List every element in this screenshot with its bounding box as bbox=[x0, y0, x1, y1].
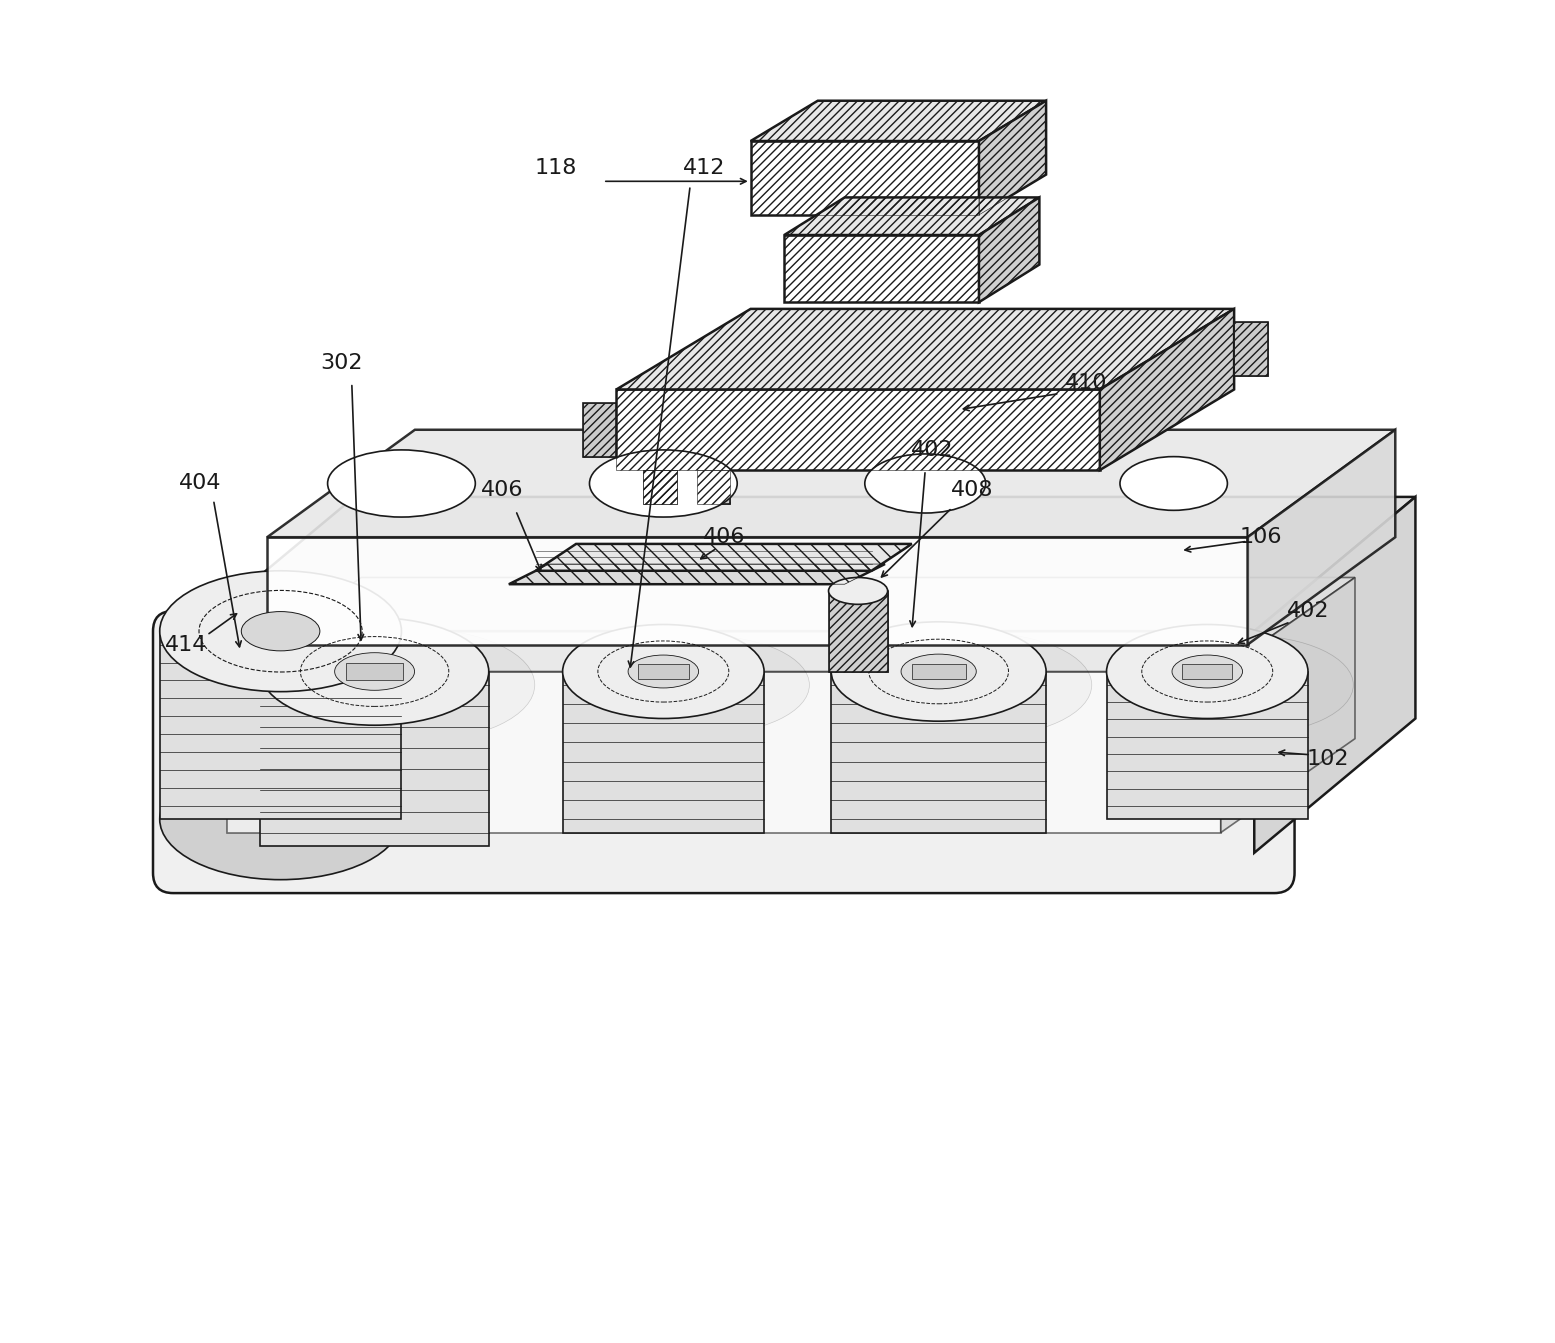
Polygon shape bbox=[508, 564, 885, 584]
Text: 404: 404 bbox=[179, 474, 221, 493]
Ellipse shape bbox=[295, 629, 535, 741]
Polygon shape bbox=[697, 470, 731, 504]
Polygon shape bbox=[267, 537, 1247, 645]
Polygon shape bbox=[644, 470, 676, 504]
Polygon shape bbox=[583, 403, 616, 457]
Polygon shape bbox=[829, 591, 888, 672]
Ellipse shape bbox=[241, 611, 320, 651]
Polygon shape bbox=[644, 470, 676, 504]
Polygon shape bbox=[1235, 322, 1267, 376]
Text: 412: 412 bbox=[683, 158, 725, 177]
Ellipse shape bbox=[160, 571, 401, 692]
Text: 406: 406 bbox=[480, 481, 524, 500]
Text: 410: 410 bbox=[1065, 373, 1107, 392]
Polygon shape bbox=[193, 497, 1415, 631]
Bar bbox=[347, 663, 403, 680]
Polygon shape bbox=[980, 197, 1039, 302]
Text: 402: 402 bbox=[1286, 602, 1330, 620]
Polygon shape bbox=[1099, 309, 1235, 470]
Ellipse shape bbox=[597, 635, 810, 735]
Ellipse shape bbox=[1107, 624, 1308, 719]
Ellipse shape bbox=[334, 653, 415, 690]
Ellipse shape bbox=[260, 618, 488, 725]
Text: 402: 402 bbox=[911, 441, 953, 459]
Polygon shape bbox=[227, 672, 1221, 833]
Polygon shape bbox=[832, 672, 1047, 833]
Polygon shape bbox=[536, 544, 911, 571]
Polygon shape bbox=[751, 141, 980, 215]
Polygon shape bbox=[227, 577, 1354, 672]
Bar bbox=[911, 663, 966, 680]
Polygon shape bbox=[616, 389, 1099, 470]
Ellipse shape bbox=[865, 454, 986, 513]
Ellipse shape bbox=[866, 633, 1092, 737]
Ellipse shape bbox=[1172, 655, 1242, 688]
Text: 118: 118 bbox=[535, 158, 577, 177]
Polygon shape bbox=[784, 235, 980, 302]
Polygon shape bbox=[1107, 672, 1308, 819]
Ellipse shape bbox=[829, 577, 888, 604]
Text: 102: 102 bbox=[1306, 749, 1350, 768]
Ellipse shape bbox=[563, 624, 764, 719]
Polygon shape bbox=[784, 197, 1039, 235]
Ellipse shape bbox=[328, 450, 476, 517]
Bar bbox=[1182, 665, 1233, 678]
Bar bbox=[638, 665, 689, 678]
Ellipse shape bbox=[1141, 635, 1353, 735]
Ellipse shape bbox=[160, 759, 401, 880]
FancyBboxPatch shape bbox=[152, 611, 1295, 893]
Ellipse shape bbox=[589, 450, 737, 517]
Polygon shape bbox=[980, 101, 1047, 215]
Text: 302: 302 bbox=[320, 353, 362, 372]
Polygon shape bbox=[563, 672, 764, 833]
Polygon shape bbox=[616, 309, 1235, 389]
Ellipse shape bbox=[628, 655, 698, 688]
Text: 106: 106 bbox=[1239, 528, 1283, 547]
Polygon shape bbox=[267, 430, 1395, 537]
Ellipse shape bbox=[832, 622, 1047, 721]
Ellipse shape bbox=[900, 654, 977, 689]
Polygon shape bbox=[160, 631, 401, 819]
Ellipse shape bbox=[1120, 457, 1227, 510]
Polygon shape bbox=[1255, 497, 1415, 853]
Polygon shape bbox=[751, 101, 1047, 141]
Polygon shape bbox=[1247, 430, 1395, 645]
Text: 414: 414 bbox=[165, 635, 208, 654]
Text: 408: 408 bbox=[952, 481, 994, 500]
Text: 406: 406 bbox=[703, 528, 745, 547]
Polygon shape bbox=[1221, 577, 1354, 833]
Polygon shape bbox=[260, 672, 488, 846]
